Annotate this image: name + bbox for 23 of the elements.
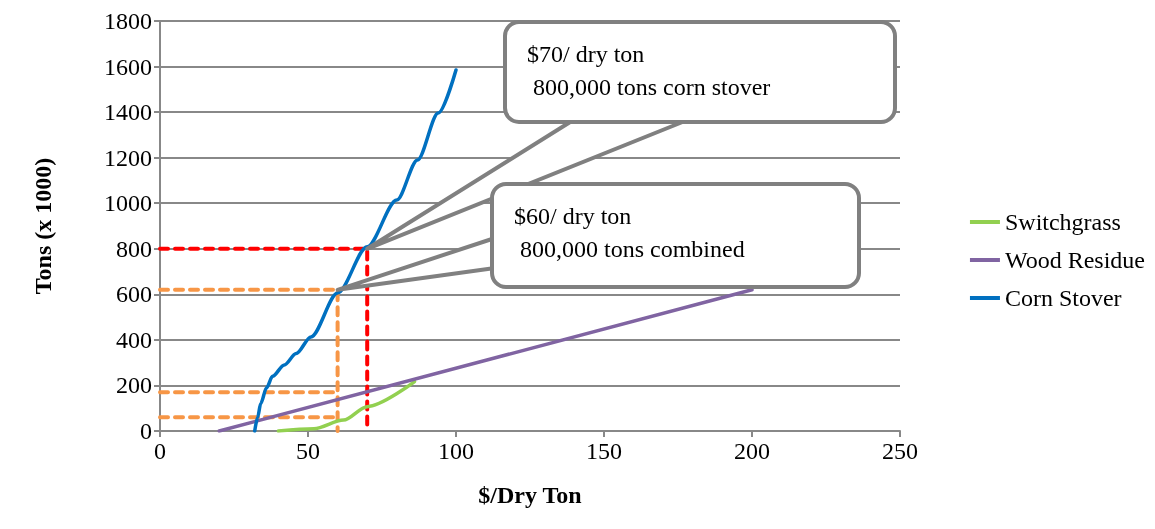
y-tick-label: 0 xyxy=(140,418,152,444)
y-tick-label: 400 xyxy=(116,326,152,353)
y-tick-label: 1600 xyxy=(104,53,152,80)
y-tick-label: 1200 xyxy=(104,144,152,171)
x-tick-label: 250 xyxy=(882,438,918,464)
x-tick-label: 50 xyxy=(296,438,320,464)
y-tick-label: 1800 xyxy=(104,8,152,34)
legend-label: Wood Residue xyxy=(1004,247,1146,273)
annotation: $60/ dry ton 800,000 tons combined xyxy=(514,203,745,262)
x-tick-label: 200 xyxy=(734,438,770,464)
x-tick-label: 100 xyxy=(438,438,474,464)
x-tick-label: 150 xyxy=(586,438,622,464)
y-tick-label: 1400 xyxy=(104,99,152,126)
y-tick-label: 200 xyxy=(116,372,152,399)
y-tick-label: 1000 xyxy=(104,190,152,217)
legend-label: Switchgrass xyxy=(1004,209,1121,235)
y-tick-label: 800 xyxy=(116,235,152,262)
legend-label: Corn Stover xyxy=(1004,285,1122,311)
y-axis-title: Tons (x 1000) xyxy=(30,157,56,295)
annotation: $70/ dry ton 800,000 tons corn stover xyxy=(527,41,771,100)
callout: $60/ dry ton 800,000 tons combined xyxy=(335,182,861,292)
x-axis-title: $/Dry Ton xyxy=(478,482,582,508)
y-tick-label: 600 xyxy=(116,281,152,308)
